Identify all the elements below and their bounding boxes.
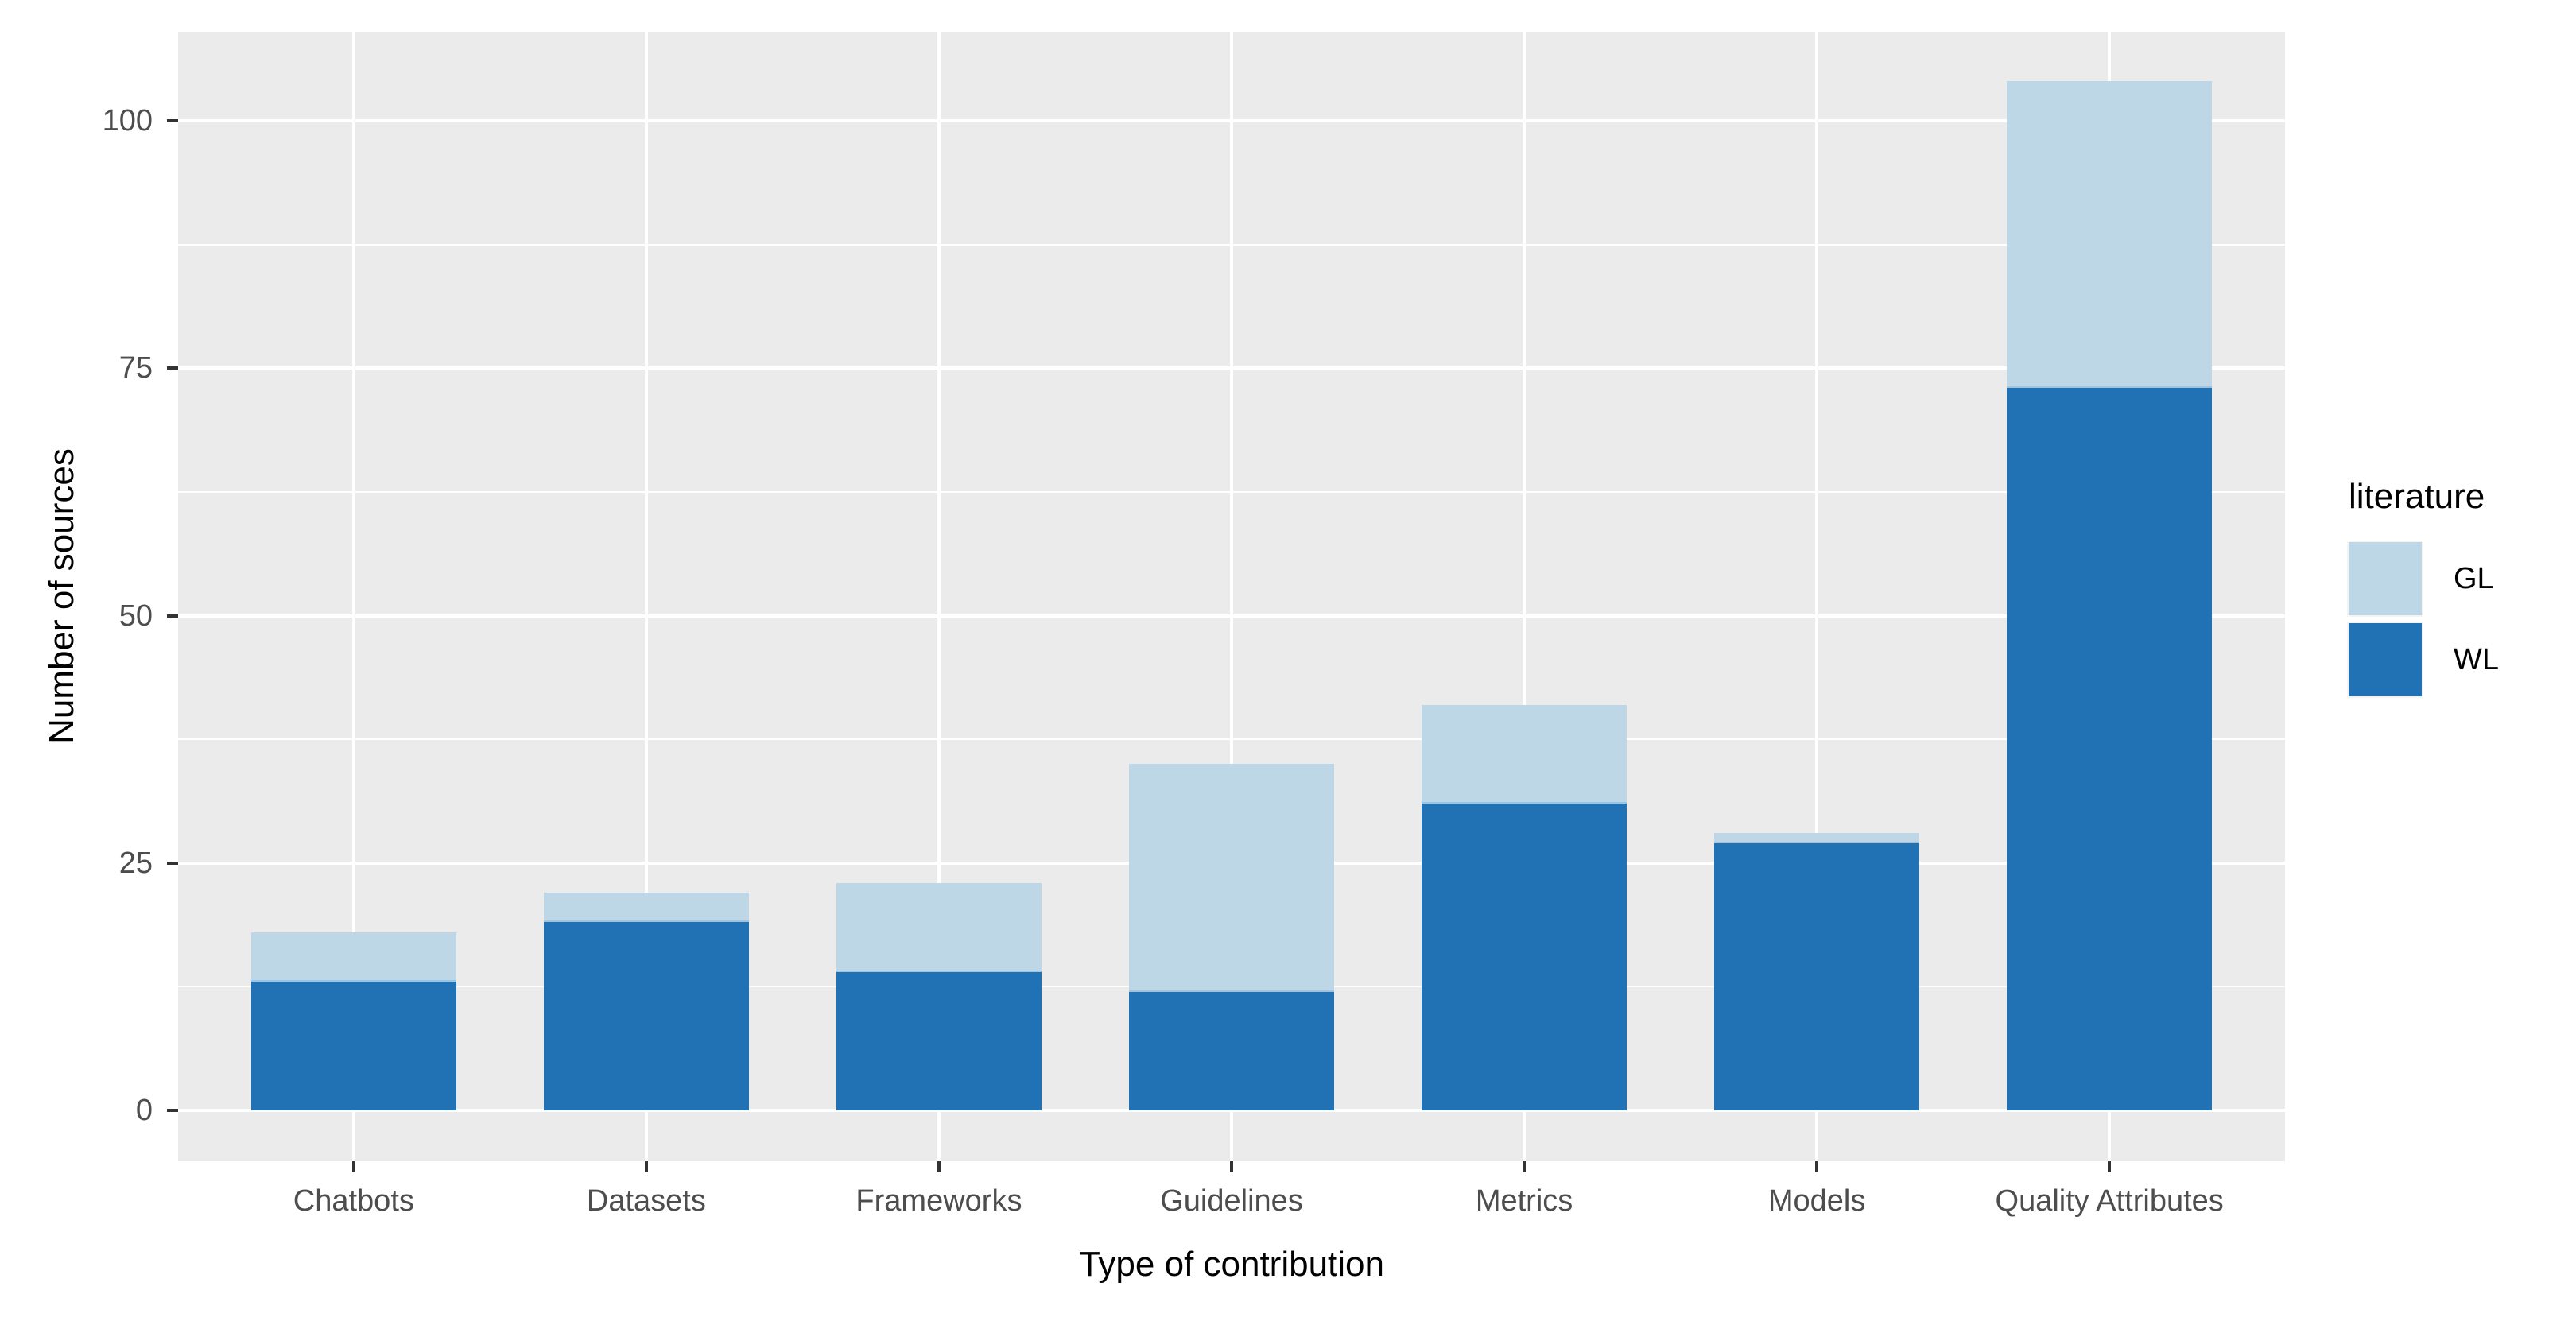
y-axis-tick [167,614,178,618]
y-tick-label: 75 [118,351,153,386]
bar-segment-gl-models [1714,833,1920,843]
x-tick-label-guidelines: Guidelines [1160,1184,1303,1218]
x-axis-tick [1230,1161,1233,1172]
y-axis-tick [167,366,178,370]
gridline-vertical-major [351,32,355,1161]
gridline-vertical-major [1230,32,1233,1161]
bar-segment-gl-guidelines [1129,764,1334,992]
legend-label-gl: GL [2454,561,2494,595]
bar-segment-wl-frameworks [836,971,1042,1110]
y-tick-label: 50 [118,599,153,633]
x-axis-tick [1815,1161,1819,1172]
y-axis-title: Number of sources [42,448,81,744]
bar-segment-gl-datasets [543,893,749,923]
legend-swatch-wl [2347,622,2423,698]
bar-segment-wl-quality-attributes [2007,388,2213,1110]
x-tick-label-datasets: Datasets [586,1184,706,1218]
bar-segment-wl-metrics [1422,804,1627,1110]
legend-entry-gl: GL [2347,541,2574,617]
x-tick-label-quality-attributes: Quality Attributes [1995,1184,2224,1218]
x-axis-title: Type of contribution [1078,1245,1384,1284]
y-axis-tick [167,119,178,122]
legend-entry-wl: WL [2347,622,2574,698]
bar-segment-gl-metrics [1422,704,1627,804]
x-tick-label-metrics: Metrics [1475,1184,1573,1218]
bar-segment-gl-frameworks [836,882,1042,972]
legend-swatch-gl [2347,541,2423,617]
y-axis-tick [167,1109,178,1112]
x-axis-tick [2108,1161,2112,1172]
bar-segment-wl-datasets [543,922,749,1110]
gridline-vertical-major [937,32,941,1161]
y-tick-label: 0 [135,1094,153,1127]
x-tick-label-models: Models [1767,1184,1866,1218]
x-axis-tick [1523,1161,1527,1172]
x-axis-tick [937,1161,941,1172]
x-tick-label-frameworks: Frameworks [855,1184,1022,1218]
x-axis-tick [644,1161,648,1172]
y-tick-label: 100 [102,104,153,138]
gridline-vertical-major [644,32,648,1161]
legend-title: literature [2349,477,2485,516]
gridline-vertical-major [1523,32,1527,1161]
bar-segment-gl-chatbots [250,932,456,982]
bar-segment-wl-models [1714,843,1920,1110]
bar-segment-gl-quality-attributes [2007,81,2213,389]
legend: literature GL WL [2347,477,2574,703]
x-axis-tick [351,1161,355,1172]
bar-segment-wl-chatbots [250,982,456,1110]
x-tick-label-chatbots: Chatbots [293,1184,414,1218]
gridline-vertical-major [1815,32,1819,1161]
legend-label-wl: WL [2454,642,2499,676]
y-axis-tick [167,861,178,865]
y-tick-label: 25 [118,846,153,880]
bar-segment-wl-guidelines [1129,991,1334,1110]
plot-panel [178,32,2285,1161]
